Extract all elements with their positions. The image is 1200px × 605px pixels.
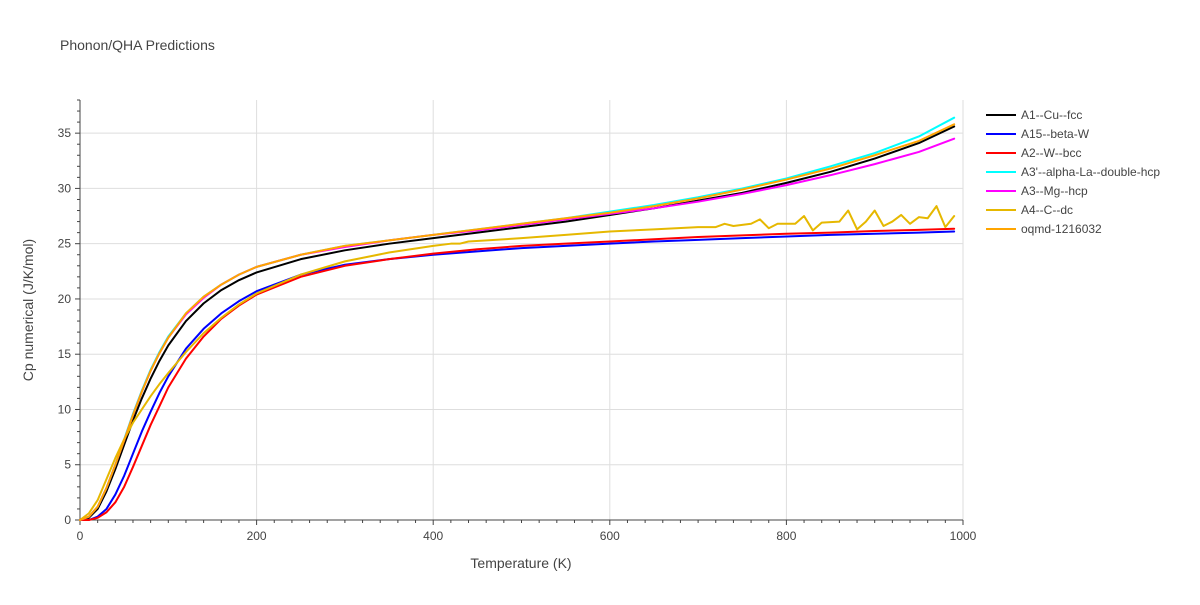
legend-label: A3--Mg--hcp <box>1021 184 1088 198</box>
legend-item[interactable]: A2--W--bcc <box>986 146 1081 160</box>
x-tick-label: 0 <box>77 529 84 543</box>
x-tick-label: 400 <box>423 529 443 543</box>
x-tick-label: 800 <box>776 529 796 543</box>
y-tick-label: 25 <box>58 237 72 251</box>
legend-item[interactable]: A15--beta-W <box>986 127 1090 141</box>
legend-label: A1--Cu--fcc <box>1021 108 1082 122</box>
y-tick-label: 5 <box>64 458 71 472</box>
legend-label: A3'--alpha-La--double-hcp <box>1021 165 1160 179</box>
legend-item[interactable]: A3--Mg--hcp <box>986 184 1088 198</box>
axes: 0 200 400 600 800 1000 0 5 10 15 20 25 30 35 <box>58 99 977 543</box>
legend-label: A2--W--bcc <box>1021 146 1081 160</box>
series-line[interactable] <box>79 227 956 521</box>
legend-item[interactable]: A1--Cu--fcc <box>986 108 1082 122</box>
chart-title: Phonon/QHA Predictions <box>60 37 215 53</box>
y-tick-label: 20 <box>58 292 72 306</box>
x-axis-title: Temperature (K) <box>470 555 571 571</box>
y-tick-label: 30 <box>58 181 72 195</box>
y-tick-label: 0 <box>64 513 71 527</box>
legend-label: A4--C--dc <box>1021 203 1073 217</box>
y-tick-label: 10 <box>58 402 72 416</box>
x-tick-label: 600 <box>600 529 620 543</box>
grid <box>80 100 964 520</box>
legend[interactable]: A1--Cu--fcc A15--beta-W A2--W--bcc A3'--alp… <box>986 108 1160 236</box>
y-tick-label: 35 <box>58 126 72 140</box>
legend-label: A15--beta-W <box>1021 127 1090 141</box>
series-line[interactable] <box>79 123 956 521</box>
series-line[interactable] <box>79 125 956 521</box>
legend-item[interactable]: A3'--alpha-La--double-hcp <box>986 165 1160 179</box>
legend-label: oqmd-1216032 <box>1021 222 1102 236</box>
y-tick-label: 15 <box>58 347 72 361</box>
series-line[interactable] <box>79 230 956 521</box>
y-axis-title: Cp numerical (J/K/mol) <box>20 239 36 381</box>
series-line[interactable] <box>79 205 956 521</box>
series-group[interactable] <box>79 116 956 521</box>
x-tick-label: 1000 <box>950 529 977 543</box>
x-tick-label: 200 <box>247 529 267 543</box>
legend-item[interactable]: A4--C--dc <box>986 203 1073 217</box>
legend-item[interactable]: oqmd-1216032 <box>986 222 1102 236</box>
